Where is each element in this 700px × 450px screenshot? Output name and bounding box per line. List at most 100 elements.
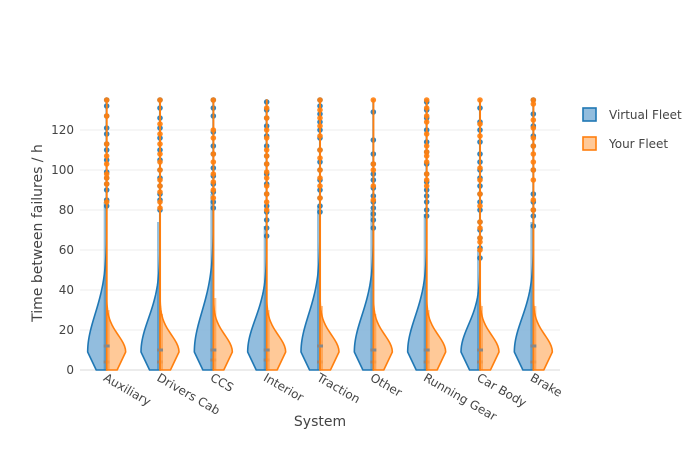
violin-median [263, 348, 270, 352]
legend-swatch [582, 107, 597, 122]
data-point [477, 225, 483, 231]
violin-median [423, 348, 430, 352]
y-tick-label: 0 [66, 363, 74, 377]
data-point [157, 151, 163, 157]
data-point [423, 131, 430, 137]
plot-area [86, 97, 554, 371]
legend[interactable]: Virtual Fleet Your Fleet [582, 107, 682, 151]
x-axis-title: System [294, 414, 346, 430]
data-point [423, 171, 430, 177]
data-point [263, 161, 270, 167]
y-tick-label: 40 [59, 283, 74, 297]
data-point [530, 207, 537, 213]
data-point [423, 97, 430, 103]
data-point [157, 183, 163, 189]
data-point [157, 121, 163, 127]
data-point [317, 147, 323, 153]
data-point [263, 147, 270, 153]
violin-half [423, 97, 447, 371]
data-point [263, 207, 270, 213]
data-point [103, 171, 110, 177]
data-point [157, 97, 163, 103]
data-point [370, 97, 377, 103]
data-point [370, 167, 377, 173]
data-point [530, 101, 537, 107]
violin-median [530, 344, 537, 348]
data-point [210, 97, 217, 103]
legend-label: Your Fleet [608, 137, 668, 151]
data-point [103, 113, 110, 119]
data-point [477, 235, 483, 241]
data-point [477, 165, 483, 171]
data-point [157, 189, 163, 195]
violin-half [263, 99, 287, 371]
data-point [530, 125, 537, 131]
violin-median [103, 344, 110, 348]
data-point [210, 195, 217, 201]
legend-item[interactable]: Virtual Fleet [582, 107, 682, 122]
violin-median [210, 348, 217, 352]
violin-half [210, 97, 234, 371]
data-point [210, 187, 217, 193]
data-point [210, 179, 217, 185]
legend-label: Virtual Fleet [609, 108, 682, 122]
data-point [317, 123, 323, 129]
data-point [263, 183, 270, 189]
data-point [477, 203, 483, 209]
data-point [210, 151, 217, 157]
y-axis: 0 20 40 60 80 100 120 [51, 123, 74, 377]
data-point [370, 197, 377, 203]
violin-box [103, 202, 107, 370]
data-point [477, 247, 483, 253]
data-point [317, 133, 323, 139]
data-point [317, 155, 323, 161]
data-point [157, 205, 163, 211]
violin-median [317, 344, 323, 348]
data-point [530, 177, 537, 183]
violin-box [213, 298, 217, 370]
violin-box [263, 226, 267, 370]
data-point [103, 175, 110, 181]
data-point [423, 177, 430, 183]
data-point [210, 127, 217, 133]
data-point [263, 191, 270, 197]
data-point [157, 167, 163, 173]
data-point [103, 181, 110, 187]
data-point [263, 175, 270, 181]
data-point [477, 121, 483, 127]
violin-box [317, 206, 320, 370]
data-point [210, 171, 217, 177]
data-point [157, 199, 163, 205]
data-point [530, 135, 537, 141]
y-tick-label: 20 [59, 323, 74, 337]
data-point [263, 169, 270, 175]
data-point [477, 191, 483, 197]
data-point [530, 117, 537, 123]
data-point [157, 159, 163, 165]
violin-box [530, 222, 534, 370]
data-point [477, 239, 483, 245]
data-point [423, 159, 430, 165]
data-point [317, 167, 323, 173]
data-point [210, 159, 217, 165]
violin-box [426, 310, 430, 370]
data-point [423, 119, 430, 125]
violin-box [160, 314, 163, 370]
data-point [263, 127, 270, 133]
data-point [317, 115, 323, 121]
data-point [477, 97, 483, 103]
data-point [103, 141, 110, 147]
y-axis-title: Time between failures / h [30, 144, 46, 323]
data-point [317, 195, 323, 201]
violin-box [533, 306, 537, 370]
data-point [263, 199, 270, 205]
data-point [370, 183, 377, 189]
data-point [263, 105, 270, 111]
data-point [530, 151, 537, 157]
legend-item[interactable]: Your Fleet [582, 136, 668, 151]
data-point [103, 161, 110, 167]
data-point [530, 159, 537, 165]
violin-median [370, 348, 377, 352]
data-point [317, 97, 323, 103]
